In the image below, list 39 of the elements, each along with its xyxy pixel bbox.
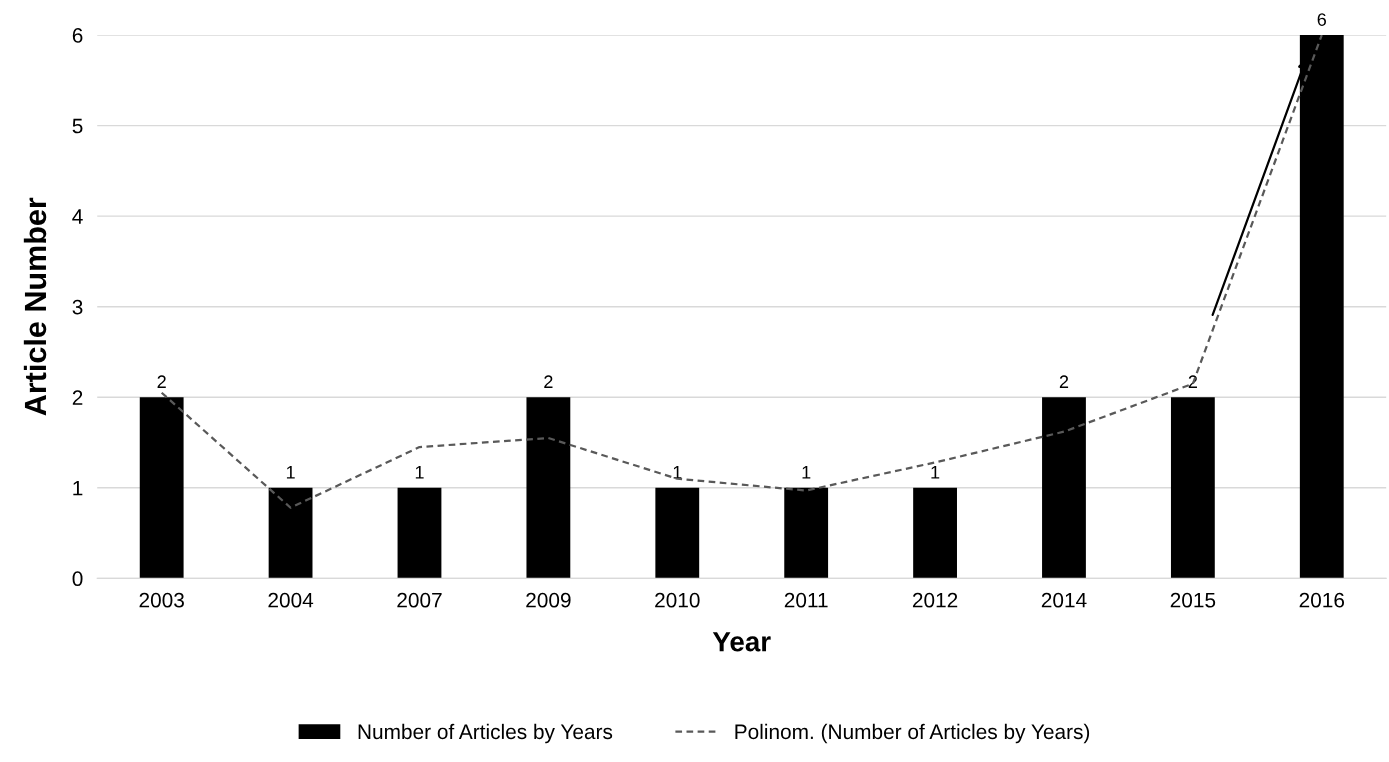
x-tick-label: 2016 [1299, 592, 1345, 608]
data-label: 2 [157, 375, 166, 388]
y-tick-label: 0 [72, 571, 83, 587]
y-tick-label: 3 [72, 299, 83, 315]
bar [268, 487, 313, 579]
y-axis-title: Article Number [23, 197, 47, 416]
y-tick-label: 1 [73, 481, 83, 496]
data-label: 1 [931, 466, 940, 479]
x-tick-label: 2014 [1041, 592, 1087, 608]
data-label: 2 [1188, 375, 1197, 388]
bar [526, 397, 571, 579]
legend-label: Number of Articles by Years [358, 723, 613, 744]
x-tick-label: 2015 [1170, 592, 1216, 608]
data-label: 1 [802, 466, 811, 479]
data-label: 1 [286, 466, 295, 479]
bar [913, 487, 957, 579]
y-tick-label: 5 [72, 118, 83, 134]
bar [784, 487, 829, 579]
x-tick-label: 2012 [912, 592, 958, 608]
x-axis-title: Year [712, 632, 771, 652]
bar [1170, 397, 1215, 579]
data-label: 1 [415, 466, 424, 479]
x-tick-label: 2011 [784, 592, 828, 608]
bar [139, 397, 184, 579]
y-tick-label: 4 [72, 209, 83, 224]
data-label: 2 [1059, 375, 1069, 388]
data-label: 2 [544, 375, 553, 388]
data-label: 6 [1317, 13, 1326, 26]
x-tick-label: 2004 [268, 592, 314, 608]
legend-label: Polinom. (Number of Articles by Years) [735, 723, 1090, 744]
bar [397, 487, 442, 579]
x-tick-label: 2007 [397, 592, 442, 608]
bar [655, 487, 700, 579]
x-tick-label: 2010 [655, 592, 700, 608]
x-tick-label: 2009 [526, 592, 571, 608]
y-tick-label: 2 [72, 390, 83, 405]
x-tick-label: 2003 [139, 592, 184, 608]
y-tick-label: 6 [72, 28, 83, 43]
bar [1042, 397, 1086, 579]
